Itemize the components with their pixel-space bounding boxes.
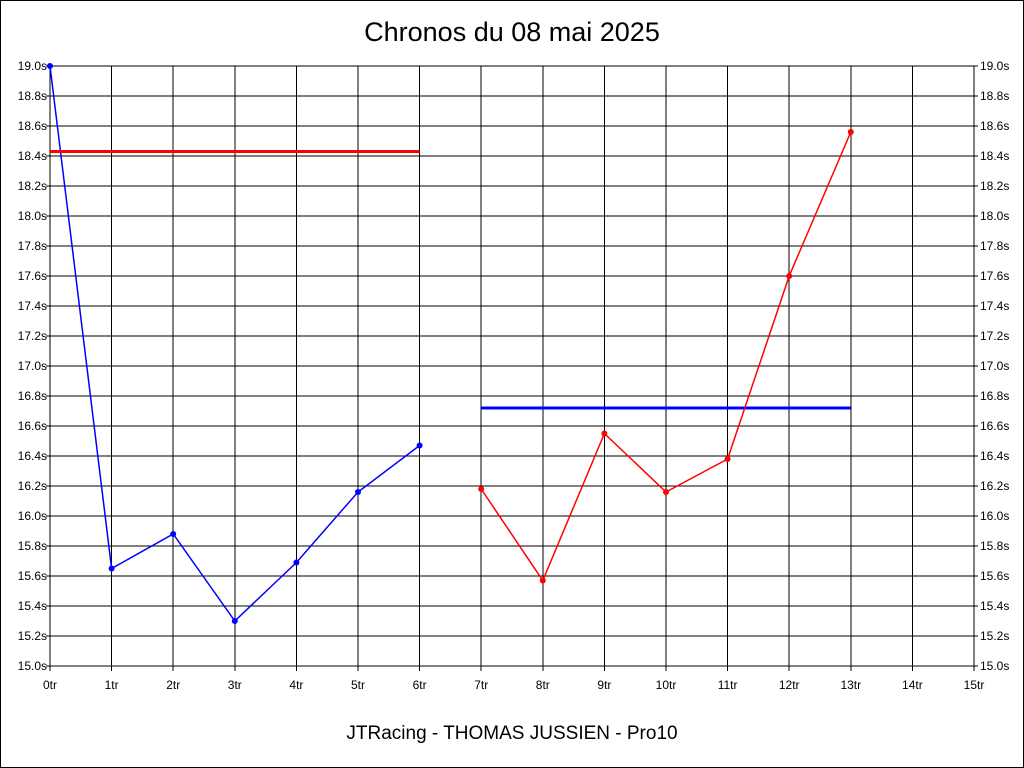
x-tick-label: 4tr	[289, 678, 303, 692]
series-2-point	[786, 273, 793, 279]
series-1-point	[108, 565, 115, 572]
y-tick-label-left: 16.0s	[18, 509, 47, 523]
y-tick-label-right: 15.0s	[980, 659, 1009, 673]
x-tick-label: 7tr	[474, 678, 488, 692]
y-tick-label-right: 18.6s	[980, 119, 1009, 133]
y-tick-label-left: 18.6s	[18, 119, 47, 133]
y-tick-label-left: 15.8s	[18, 539, 47, 553]
series-1-point	[47, 63, 53, 69]
y-tick-label-left: 17.4s	[18, 299, 47, 313]
y-tick-label-left: 16.4s	[18, 449, 47, 463]
y-tick-label-left: 15.6s	[18, 569, 47, 583]
y-tick-label-left: 16.6s	[18, 419, 47, 433]
y-tick-label-right: 16.4s	[980, 449, 1009, 463]
chart-title: Chronos du 08 mai 2025	[364, 17, 660, 47]
plot-border	[49, 65, 975, 667]
x-tick-label: 10tr	[656, 678, 677, 692]
y-tick-label-right: 17.6s	[980, 269, 1009, 283]
y-tick-label-left: 15.4s	[18, 599, 47, 613]
series-1-point	[355, 489, 361, 495]
y-tick-label-right: 19.0s	[980, 59, 1009, 73]
x-tick-label: 14tr	[902, 678, 923, 692]
series-2-point	[478, 486, 485, 492]
x-tick-label: 6tr	[413, 678, 427, 692]
series-2-point	[847, 129, 854, 135]
y-tick-label-left: 17.8s	[18, 239, 47, 253]
y-tick-label-left: 18.8s	[18, 89, 47, 103]
series-1-point	[170, 531, 177, 537]
series-2-point	[724, 456, 731, 462]
y-tick-label-left: 17.0s	[18, 359, 47, 373]
x-tick-label: 12tr	[779, 678, 800, 692]
y-tick-label-right: 17.4s	[980, 299, 1009, 313]
y-tick-label-right: 16.2s	[980, 479, 1009, 493]
y-tick-label-right: 17.2s	[980, 329, 1009, 343]
y-tick-label-right: 15.4s	[980, 599, 1009, 613]
x-tick-label: 3tr	[228, 678, 242, 692]
x-tick-label: 0tr	[43, 678, 57, 692]
series-1-point	[293, 559, 300, 566]
y-tick-label-right: 15.6s	[980, 569, 1009, 583]
x-tick-label: 9tr	[597, 678, 611, 692]
x-tick-label: 2tr	[166, 678, 180, 692]
y-tick-label-left: 16.2s	[18, 479, 47, 493]
x-tick-label: 5tr	[351, 678, 365, 692]
y-tick-label-left: 18.2s	[18, 179, 47, 193]
y-tick-label-left: 15.0s	[18, 659, 47, 673]
x-tick-label: 11tr	[718, 678, 738, 692]
y-tick-label-right: 16.8s	[980, 389, 1009, 403]
y-tick-label-right: 17.8s	[980, 239, 1009, 253]
series-1-point	[231, 618, 238, 624]
series-2-point	[601, 430, 608, 437]
series-2-point	[663, 489, 669, 495]
y-tick-label-left: 17.2s	[18, 329, 47, 343]
y-tick-label-left: 17.6s	[18, 269, 47, 283]
series-1-point	[416, 442, 423, 449]
y-tick-label-left: 15.2s	[18, 629, 47, 643]
y-tick-label-right: 18.4s	[980, 149, 1009, 163]
y-tick-label-right: 16.0s	[980, 509, 1009, 523]
x-tick-label: 8tr	[536, 678, 550, 692]
y-tick-label-right: 16.6s	[980, 419, 1009, 433]
y-tick-label-left: 16.8s	[18, 389, 47, 403]
y-tick-label-right: 18.2s	[980, 179, 1009, 193]
chart-footer: JTRacing - THOMAS JUSSIEN - Pro10	[346, 723, 678, 744]
x-tick-label: 13tr	[840, 678, 861, 692]
y-tick-label-left: 19.0s	[18, 59, 47, 73]
x-tick-label: 15tr	[964, 678, 985, 692]
y-tick-label-left: 18.4s	[18, 149, 47, 163]
y-tick-label-left: 18.0s	[18, 209, 47, 223]
y-tick-label-right: 18.0s	[980, 209, 1009, 223]
x-tick-label: 1tr	[105, 678, 119, 692]
y-tick-label-right: 15.8s	[980, 539, 1009, 553]
y-tick-label-right: 15.2s	[980, 629, 1009, 643]
y-tick-label-right: 18.8s	[980, 89, 1009, 103]
y-tick-label-right: 17.0s	[980, 359, 1009, 373]
series-2-point	[539, 577, 546, 584]
